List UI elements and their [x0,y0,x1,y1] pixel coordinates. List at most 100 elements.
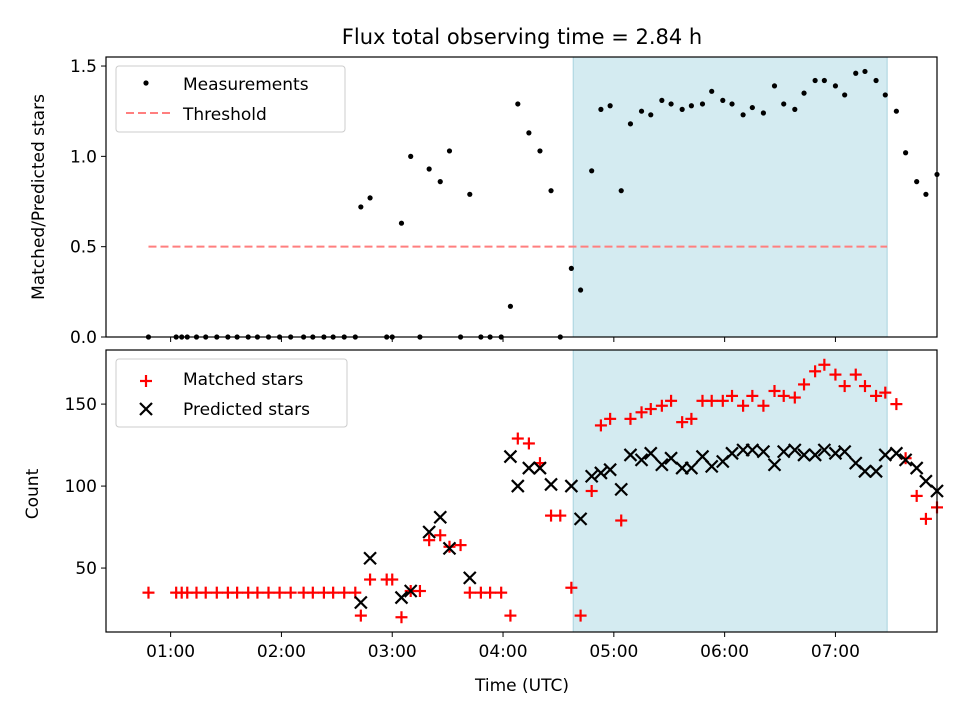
predicted-star-point [745,443,760,457]
predicted-star-stroke [394,590,409,605]
matched-star-point [565,581,578,594]
predicted-star-stroke [511,479,525,493]
matched-star-point [798,378,811,391]
measurement-point [467,191,473,197]
matched-star-point [838,380,851,393]
matched-star-point [338,586,351,599]
predicted-star-point [363,551,377,565]
matched-star-point [890,398,903,411]
legend-threshold-label: Threshold [182,105,267,125]
measurement-point [659,97,665,103]
ratio-y-tick-label: 0.5 [70,238,97,258]
predicted-star-point [634,453,649,467]
matched-star-point [231,586,244,599]
matched-star-point [777,389,790,402]
x-axis-label: Time (UTC) [474,676,569,696]
predicted-star-point [797,448,811,462]
matched-star-point [919,512,932,525]
matched-star-point [594,419,607,432]
predicted-star-stroke [643,446,658,461]
measurement-point [842,92,848,98]
measurement-point [923,191,929,197]
matched-star-point [858,380,871,393]
predicted-star-stroke [533,461,547,475]
matched-star-point [829,368,842,381]
matched-star-point [870,389,883,402]
ratio-y-ticks: 0.0 0.5 1.0 1.5 [70,57,106,348]
count-x-tick-label: 03:00 [368,642,417,662]
matched-star-point [210,586,223,599]
predicted-star-stroke [817,443,832,457]
predicted-star-stroke [704,459,719,474]
predicted-star-point [788,443,802,457]
measurement-point [853,70,859,76]
matched-star-point [423,534,436,547]
predicted-star-point [511,479,525,493]
matched-star-point [495,586,508,599]
measurement-point [648,112,654,118]
predicted-star-stroke [623,448,638,462]
predicted-star-point [776,444,791,459]
predicted-star-point [522,461,536,475]
count-y-tick-label: 150 [65,395,97,415]
legend-matched-label: Matched stars [183,370,303,390]
measurement-point [832,83,839,89]
predicted-star-stroke [634,453,649,467]
legend-measurements-label: Measurements [183,75,309,95]
count-x-tick-label: 07:00 [811,642,860,662]
matched-star-point [737,399,750,412]
predicted-star-point [503,449,518,464]
matched-star-point [199,586,212,599]
matched-star-point [655,399,668,412]
predicted-star-point [725,446,739,461]
matched-star-point [665,394,678,407]
measurement-point [801,90,807,96]
predicted-star-point [422,525,436,539]
predicted-star-stroke [725,446,739,461]
predicted-star-stroke [756,444,771,459]
predicted-star-stroke [898,453,913,467]
matched-star-point [716,394,729,407]
predicted-star-stroke [828,446,843,461]
measurement-point [792,106,798,112]
legend-predicted-marker [139,402,153,416]
legend-matched-marker [140,375,152,387]
predicted-star-point [544,477,558,492]
matched-star-point [676,416,689,429]
measurement-point [437,179,443,185]
predicted-star-stroke [788,443,802,457]
predicted-star-point [817,443,832,457]
predicted-star-stroke [522,461,536,475]
predicted-star-point [889,446,904,461]
predicted-star-stroke [363,551,377,565]
measurement-point [873,77,879,84]
matched-star-point [635,406,648,419]
predicted-star-stroke [422,525,436,539]
predicted-star-point [394,590,409,605]
measurement-point [903,150,909,156]
count-x-tick-label: 05:00 [589,642,638,662]
count-x-tick-label: 04:00 [479,642,528,662]
measurement-point [862,68,868,75]
matched-star-point [251,586,264,599]
measurement-point [914,179,920,185]
predicted-star-point [664,451,678,465]
matched-star-point [484,586,497,599]
matched-star-point [504,609,517,622]
predicted-star-stroke [603,462,617,477]
count-y-axis-label: Count [23,468,43,519]
measurement-point [398,220,405,226]
measurement-point [821,77,827,84]
matched-star-point [413,585,426,598]
chart-title: Flux total observing time = 2.84 h [342,25,702,49]
predicted-star-point [463,571,477,585]
matched-star-point [809,365,822,378]
measurement-point [548,188,554,194]
measurement-point [812,77,818,84]
predicted-star-point [808,448,822,462]
count-y-tick-label: 100 [65,477,97,497]
predicted-star-stroke [584,469,599,484]
predicted-star-stroke [869,464,883,479]
measurement-point [507,303,514,309]
